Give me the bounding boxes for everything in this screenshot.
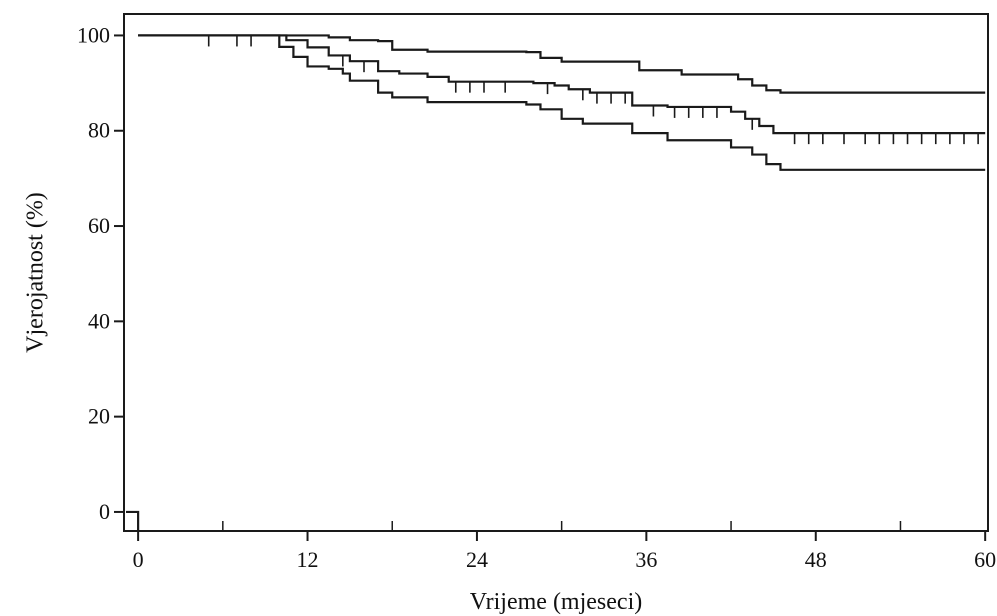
- y-tick-label: 100: [77, 22, 110, 47]
- x-tick-label: 48: [805, 547, 827, 572]
- series-lower-confidence-bound: [138, 34, 986, 171]
- x-axis: 0 12 24 36 48 60: [133, 521, 996, 572]
- x-tick-label: 24: [466, 547, 488, 572]
- origin-drop-line: [126, 510, 140, 531]
- y-tick-label: 80: [88, 118, 110, 143]
- y-axis: 0 20 40 60 80 100: [77, 22, 124, 524]
- x-tick-label: 60: [974, 547, 996, 572]
- y-axis-title: Vjerojatnost (%): [22, 192, 48, 353]
- y-tick-label: 0: [99, 499, 110, 524]
- x-tick-label: 12: [297, 547, 319, 572]
- y-tick-label: 60: [88, 213, 110, 238]
- y-tick-label: 40: [88, 308, 110, 333]
- x-tick-label: 36: [635, 547, 657, 572]
- censor-marks: [207, 35, 979, 145]
- plot-frame: [123, 13, 989, 532]
- series-survival-estimate: [138, 34, 986, 135]
- x-tick-label: 0: [133, 547, 144, 572]
- y-tick-label: 20: [88, 404, 110, 429]
- series-upper-confidence-bound: [138, 34, 986, 94]
- series-layer: [126, 34, 986, 531]
- x-axis-title: Vrijeme (mjeseci): [470, 589, 642, 615]
